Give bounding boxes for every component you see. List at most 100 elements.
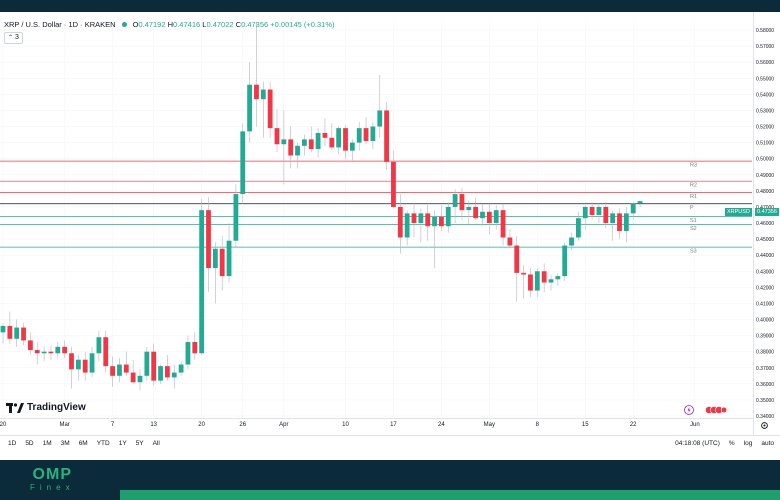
candle-body[interactable] xyxy=(302,139,307,146)
candle-body[interactable] xyxy=(82,359,88,373)
candle-body[interactable] xyxy=(192,342,198,354)
candle-body[interactable] xyxy=(206,210,211,269)
symbol-title[interactable]: XRP / U.S. Dollar · 1D · KRAKEN xyxy=(4,20,116,29)
candle-body[interactable] xyxy=(576,218,581,238)
candle-body[interactable] xyxy=(274,128,280,145)
percent-scale-button[interactable]: % xyxy=(728,440,735,447)
tradingview-logo[interactable]: TradingView xyxy=(6,402,86,413)
candle-body[interactable] xyxy=(48,351,54,354)
candle-body[interactable] xyxy=(589,206,595,215)
candle-body[interactable] xyxy=(322,132,328,138)
candle-body[interactable] xyxy=(377,110,383,127)
candle-body[interactable] xyxy=(493,210,499,224)
candle-body[interactable] xyxy=(528,274,533,291)
candle-body[interactable] xyxy=(165,366,170,378)
candle-body[interactable] xyxy=(158,366,163,381)
range-1d[interactable]: 1D xyxy=(8,440,17,447)
candle-body[interactable] xyxy=(267,89,273,129)
candle-body[interactable] xyxy=(452,194,458,207)
candle-body[interactable] xyxy=(432,216,437,227)
candle-body[interactable] xyxy=(582,206,588,219)
candle-body[interactable] xyxy=(555,276,561,280)
flags-icon[interactable] xyxy=(705,405,728,417)
candle-body[interactable] xyxy=(466,206,472,211)
candle-body[interactable] xyxy=(480,211,485,219)
candle-body[interactable] xyxy=(370,126,376,142)
range-1m[interactable]: 1M xyxy=(42,440,52,447)
candle-body[interactable] xyxy=(62,346,68,354)
candle-body[interactable] xyxy=(630,203,636,214)
candle-body[interactable] xyxy=(219,248,225,277)
chart-area[interactable]: R3 R2 R1 P S1 S2 S3 0.58000 0.57000 0.56000 0.550… xyxy=(0,12,780,435)
candle-body[interactable] xyxy=(562,245,568,277)
candle-body[interactable] xyxy=(123,364,129,373)
candle-body[interactable] xyxy=(178,364,184,373)
range-5d[interactable]: 5D xyxy=(25,440,34,447)
range-6m[interactable]: 6M xyxy=(78,440,88,447)
range-all[interactable]: All xyxy=(152,440,160,447)
settings-gear-icon[interactable] xyxy=(760,421,769,432)
candle-body[interactable] xyxy=(55,346,61,354)
candle-body[interactable] xyxy=(363,128,369,142)
candle-body[interactable] xyxy=(185,342,191,365)
candle-body[interactable] xyxy=(596,206,602,215)
candle-body[interactable] xyxy=(199,210,205,354)
candle-body[interactable] xyxy=(425,213,431,227)
candle-body[interactable] xyxy=(459,194,465,211)
candle-body[interactable] xyxy=(397,206,403,238)
candle-body[interactable] xyxy=(603,206,609,224)
candle-body[interactable] xyxy=(117,364,122,376)
candle-body[interactable] xyxy=(295,145,300,156)
candle-body[interactable] xyxy=(96,337,102,354)
candle-body[interactable] xyxy=(254,84,259,100)
range-ytd[interactable]: YTD xyxy=(96,440,110,447)
candle-body[interactable] xyxy=(41,351,47,354)
candle-body[interactable] xyxy=(144,351,150,376)
price-axis[interactable] xyxy=(753,12,780,435)
candle-body[interactable] xyxy=(356,128,362,143)
candle-body[interactable] xyxy=(534,271,540,291)
candle-body[interactable] xyxy=(500,210,506,238)
candle-body[interactable] xyxy=(384,110,389,162)
omp-finex-logo[interactable]: OMP Finex xyxy=(30,466,75,492)
candle-body[interactable] xyxy=(637,201,643,204)
time-axis[interactable] xyxy=(0,418,753,436)
candle-body[interactable] xyxy=(7,325,13,339)
candle-body[interactable] xyxy=(233,194,239,241)
candle-body[interactable] xyxy=(343,128,348,151)
candle-body[interactable] xyxy=(21,327,26,341)
candle-body[interactable] xyxy=(89,353,95,373)
candle-body[interactable] xyxy=(137,375,143,383)
candle-body[interactable] xyxy=(349,142,355,151)
candle-body[interactable] xyxy=(445,206,451,227)
range-1y[interactable]: 1Y xyxy=(118,440,127,447)
candle-body[interactable] xyxy=(623,213,629,232)
candle-body[interactable] xyxy=(288,139,294,156)
indicators-toggle[interactable]: ⌃ 3 xyxy=(4,32,23,44)
candle-body[interactable] xyxy=(514,245,520,273)
candlestick-chart[interactable]: R3 R2 R1 P S1 S2 S3 0.58000 0.57000 0.56000 0.550… xyxy=(0,12,780,435)
candle-body[interactable] xyxy=(69,353,74,370)
flash-icon[interactable] xyxy=(684,405,694,417)
candle-body[interactable] xyxy=(0,325,6,333)
candle-body[interactable] xyxy=(473,206,479,219)
candle-body[interactable] xyxy=(260,89,266,100)
candle-body[interactable] xyxy=(28,340,33,351)
candle-body[interactable] xyxy=(34,350,40,354)
candle-body[interactable] xyxy=(281,139,287,145)
candle-body[interactable] xyxy=(130,372,136,383)
candle-body[interactable] xyxy=(308,139,314,150)
candle-body[interactable] xyxy=(486,211,492,224)
candle-body[interactable] xyxy=(110,366,115,376)
candle-body[interactable] xyxy=(418,213,424,224)
range-3m[interactable]: 3M xyxy=(60,440,70,447)
candle-body[interactable] xyxy=(212,248,218,269)
candle-body[interactable] xyxy=(548,279,554,283)
candle-body[interactable] xyxy=(329,137,335,148)
clock-time[interactable]: 04:18:08 (UTC) xyxy=(675,440,720,447)
candle-body[interactable] xyxy=(171,372,177,378)
candle-body[interactable] xyxy=(14,327,20,339)
candle-body[interactable] xyxy=(247,84,252,132)
candle-body[interactable] xyxy=(617,213,622,232)
log-scale-button[interactable]: log xyxy=(743,440,753,447)
